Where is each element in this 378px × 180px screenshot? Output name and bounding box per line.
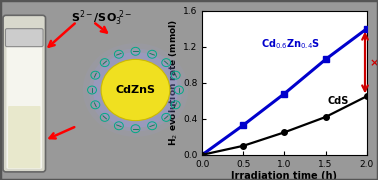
- Text: CdS: CdS: [327, 96, 349, 106]
- FancyBboxPatch shape: [6, 37, 42, 169]
- Y-axis label: H$_2$ evolution rate (mmol): H$_2$ evolution rate (mmol): [168, 19, 180, 147]
- Text: ×2.2: ×2.2: [369, 58, 378, 68]
- Text: S$^{2-}$/SO$_3^{\ 2-}$: S$^{2-}$/SO$_3^{\ 2-}$: [71, 8, 132, 28]
- Text: CdZnS: CdZnS: [116, 85, 155, 95]
- Text: Cd$_{0.6}$Zn$_{0.4}$S: Cd$_{0.6}$Zn$_{0.4}$S: [262, 37, 321, 51]
- Circle shape: [89, 49, 182, 131]
- FancyBboxPatch shape: [3, 15, 45, 172]
- FancyBboxPatch shape: [8, 106, 40, 168]
- FancyBboxPatch shape: [5, 29, 43, 47]
- X-axis label: Irradiation time (h): Irradiation time (h): [231, 171, 338, 180]
- Circle shape: [93, 52, 178, 128]
- Circle shape: [101, 59, 170, 121]
- Circle shape: [83, 43, 188, 137]
